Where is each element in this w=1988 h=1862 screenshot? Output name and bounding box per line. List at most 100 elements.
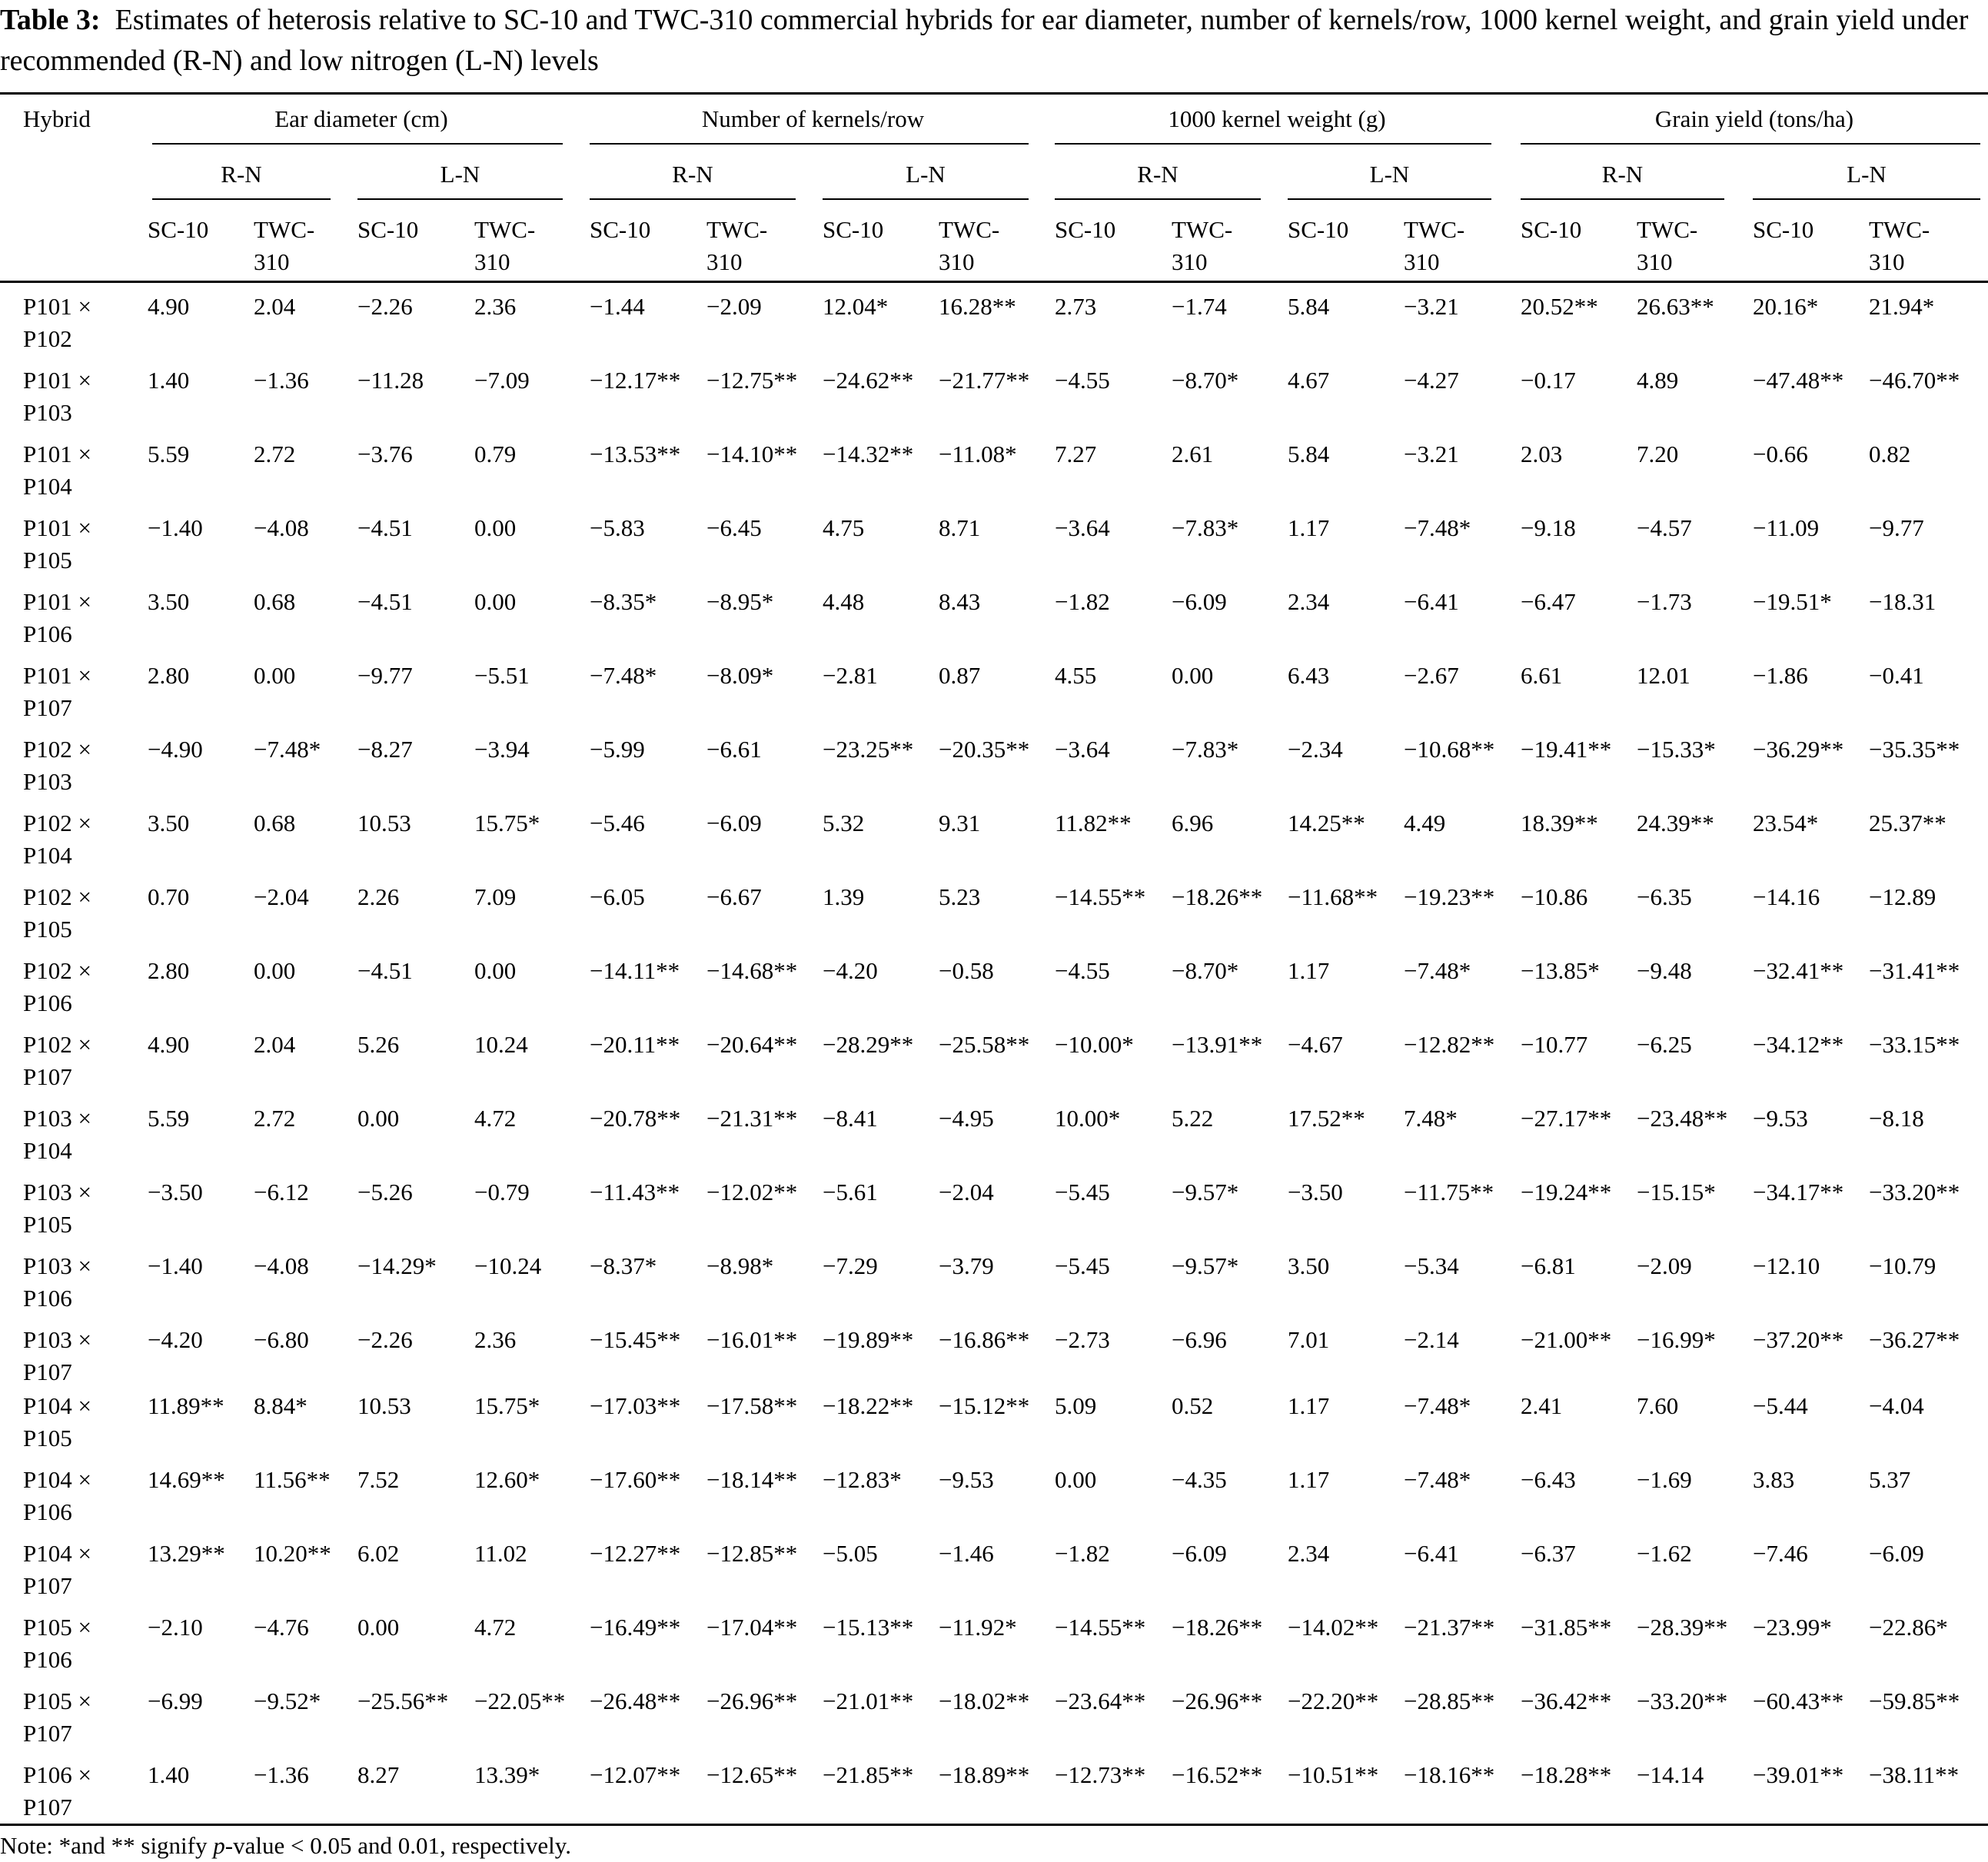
table-cell: 26.63** [1637,293,1714,320]
table-cell: −0.17 [1521,367,1576,394]
check-header: 310 [1869,248,1905,275]
table-cell: 7.20 [1637,441,1679,467]
level-underline [1288,198,1491,200]
table-cell: 0.68 [254,588,296,615]
hybrid-name: P105 [23,547,72,574]
table-cell: −25.56** [357,1687,449,1714]
table-cell: −16.99* [1637,1326,1716,1353]
table-cell: −3.21 [1404,293,1459,320]
table-cell: 3.83 [1753,1466,1795,1493]
table-cell: −6.45 [706,514,762,541]
check-header: TWC- [1404,216,1465,243]
table-cell: −4.08 [254,1252,309,1279]
table-cell: 9.31 [939,810,981,836]
table-cell: 10.24 [474,1031,528,1058]
table-cell: 1.17 [1288,957,1330,984]
trait-header: Grain yield (tons/ha) [1654,105,1854,132]
table-cell: −12.73** [1055,1761,1146,1788]
table-cell: −16.49** [590,1614,681,1641]
table-cell: −21.37** [1404,1614,1495,1641]
hybrid-name: P101 × [23,662,91,689]
table-cell: −23.25** [823,736,914,763]
table-cell: −18.28** [1521,1761,1612,1788]
check-header: TWC- [1869,216,1930,243]
table-cell: −9.53 [939,1466,994,1493]
table-cell: −16.52** [1172,1761,1263,1788]
hybrid-name: P103 × [23,1105,91,1132]
table-cell: −36.27** [1869,1326,1960,1353]
table-cell: −8.35* [590,588,657,615]
table-cell: −5.51 [474,662,530,689]
table-cell: 5.23 [939,883,981,910]
table-cell: −8.70* [1172,367,1239,394]
table-cell: −10.86 [1521,883,1588,910]
table-cell: −3.76 [357,441,413,467]
check-header: 310 [939,248,975,275]
table-cell: 3.50 [148,588,190,615]
table-cell: −14.55** [1055,1614,1146,1641]
check-header: SC-10 [823,216,884,243]
table-cell: −7.48* [590,662,657,689]
table-cell: −16.01** [706,1326,798,1353]
table-cell: −8.70* [1172,957,1239,984]
hybrid-name: P101 × [23,367,91,394]
table-cell: −20.78** [590,1105,681,1132]
table-cell: 4.48 [823,588,865,615]
table-cell: −5.44 [1753,1392,1808,1419]
table-cell: 7.09 [474,883,517,910]
hybrid-name: P103 [23,768,72,795]
check-header: 310 [1637,248,1673,275]
table-cell: 0.00 [254,662,296,689]
table-cell: −12.75** [706,367,798,394]
table-cell: −1.36 [254,367,309,394]
table-cell: 2.72 [254,1105,296,1132]
table-cell: −4.90 [148,736,203,763]
table-cell: 4.90 [148,1031,190,1058]
table-cell: 7.48* [1404,1105,1458,1132]
hybrid-name: P104 × [23,1466,91,1493]
table-cell: −6.80 [254,1326,309,1353]
table-cell: −8.27 [357,736,413,763]
table-cell: 8.43 [939,588,981,615]
table-cell: −6.47 [1521,588,1576,615]
table-cell: −4.51 [357,957,413,984]
table-cell: 2.80 [148,662,190,689]
table-cell: −11.28 [357,367,424,394]
table-cell: −7.48* [1404,957,1471,984]
hybrid-name: P103 × [23,1326,91,1353]
table-cell: −15.12** [939,1392,1030,1419]
table-cell: −20.11** [590,1031,680,1058]
table-cell: −11.92* [939,1614,1017,1641]
table-cell: −6.41 [1404,1540,1459,1567]
table-cell: −7.83* [1172,514,1239,541]
check-header: SC-10 [1521,216,1582,243]
hybrid-name: P105 [23,1211,72,1238]
table-cell: 13.29** [148,1540,225,1567]
table-cell: −32.41** [1753,957,1844,984]
table-cell: −6.43 [1521,1466,1576,1493]
table-caption: Table 3: Estimates of heterosis relative… [0,0,1988,81]
table-cell: −6.96 [1172,1326,1227,1353]
table-cell: 18.39** [1521,810,1598,836]
table-cell: 1.17 [1288,1466,1330,1493]
table-cell: −0.41 [1869,662,1924,689]
table-cell: 0.00 [357,1614,400,1641]
table-cell: −4.55 [1055,957,1110,984]
caption-text: Estimates of heterosis relative to SC-10… [0,4,1969,77]
table-cell: −12.65** [706,1761,798,1788]
table-cell: −0.79 [474,1179,530,1205]
table-cell: −9.57* [1172,1252,1239,1279]
hybrid-name: P106 × [23,1761,91,1788]
table-cell: −12.02** [706,1179,798,1205]
table-cell: 5.37 [1869,1466,1911,1493]
check-header: 310 [474,248,510,275]
table-cell: −7.48* [1404,514,1471,541]
top-rule [0,92,1988,95]
table-cell: 0.79 [474,441,517,467]
table-cell: −26.48** [590,1687,681,1714]
table-cell: −6.09 [1172,1540,1227,1567]
table-cell: −9.57* [1172,1179,1239,1205]
hybrid-name: P101 × [23,514,91,541]
table-cell: −6.09 [706,810,762,836]
table-cell: −19.24** [1521,1179,1612,1205]
